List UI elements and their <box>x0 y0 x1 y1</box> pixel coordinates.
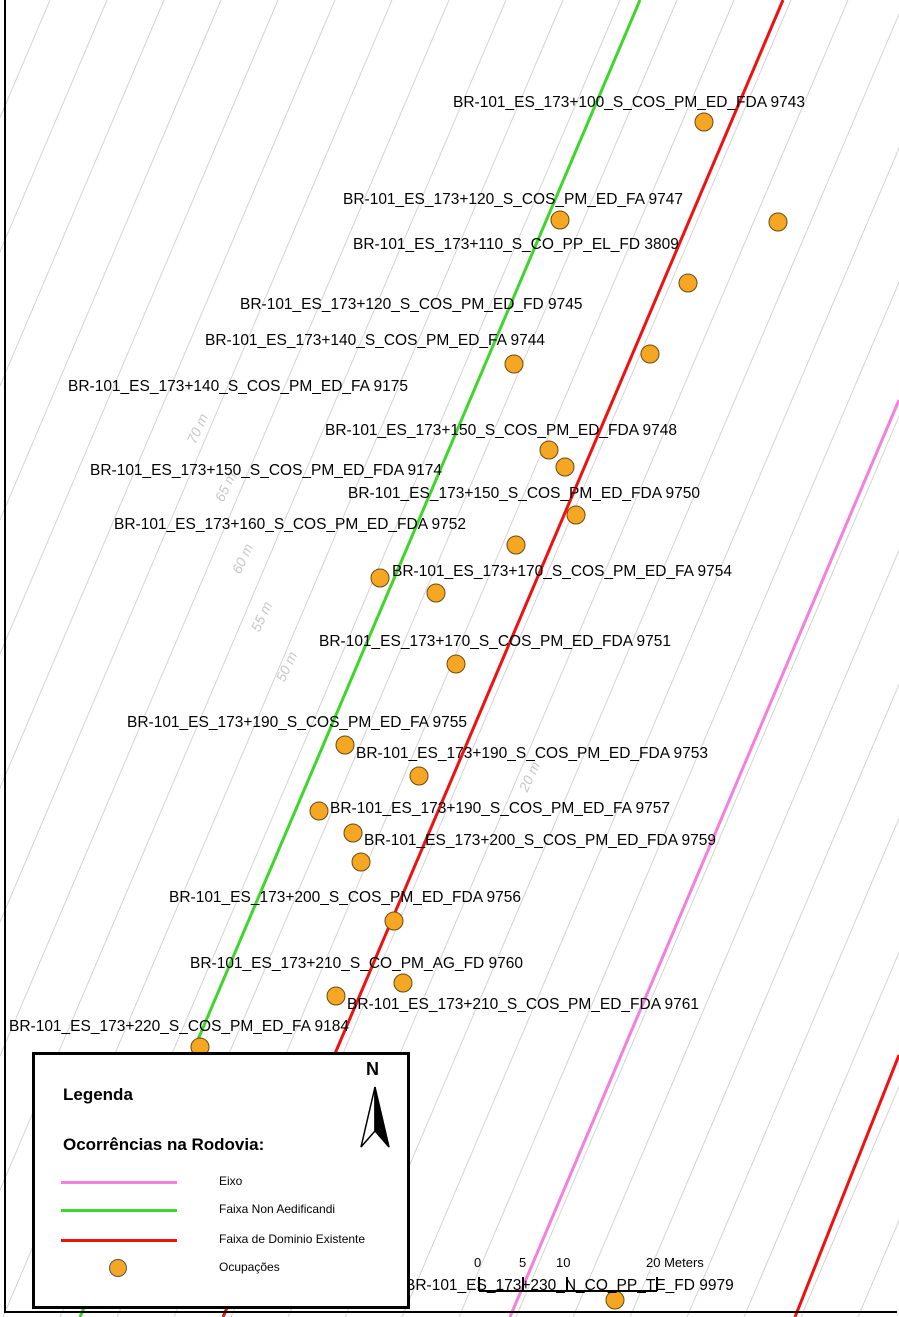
occupation-label: BR-101_ES_173+230_N_CO_PP_TE_FD 9979 <box>405 1277 734 1294</box>
occupation-label: BR-101_ES_173+140_S_COS_PM_ED_FA 9175 <box>68 378 408 395</box>
distance-gridline <box>572 549 899 1317</box>
occupation-point[interactable] <box>326 986 346 1006</box>
occupation-point[interactable] <box>678 273 698 293</box>
occupation-point[interactable] <box>409 766 429 786</box>
legend-swatch <box>61 1239 177 1242</box>
legend-item-faixa-non-aedificandi: Faixa Non Aedificandi <box>61 1200 401 1220</box>
distance-gridline <box>344 12 899 1317</box>
occupation-label: BR-101_ES_173+140_S_COS_PM_ED_FA 9744 <box>205 332 545 349</box>
scale-bar-graphic <box>478 1277 658 1292</box>
scale-tick-label: 20 Meters <box>646 1255 704 1270</box>
legend-item-label: Faixa de Dominio Existente <box>219 1232 366 1246</box>
occupation-label: BR-101_ES_173+170_S_COS_PM_ED_FA 9754 <box>392 563 732 580</box>
scale-tick-label: 10 <box>556 1255 571 1270</box>
distance-gridline <box>401 146 899 1317</box>
occupation-point[interactable] <box>335 735 355 755</box>
occupation-label: BR-101_ES_173+170_S_COS_PM_ED_FDA 9751 <box>319 633 671 650</box>
occupation-point[interactable] <box>555 457 575 477</box>
occupation-label: BR-101_ES_173+120_S_COS_PM_ED_FD 9745 <box>240 296 583 313</box>
occupation-point[interactable] <box>566 505 586 525</box>
eixo-line-right <box>793 1054 899 1317</box>
occupation-point[interactable] <box>309 801 329 821</box>
occupation-label: BR-101_ES_173+190_S_COS_PM_ED_FA 9757 <box>330 800 670 817</box>
distance-gridline <box>0 0 393 924</box>
occupation-point[interactable] <box>426 583 446 603</box>
occupation-point[interactable] <box>351 852 371 872</box>
legend-swatch <box>61 1181 177 1184</box>
distance-gridline <box>0 0 108 253</box>
occupation-label: BR-101_ES_173+210_S_CO_PM_AG_FD 9760 <box>190 955 524 972</box>
scale-tick-label: 5 <box>519 1255 527 1270</box>
distance-gridline <box>743 951 899 1317</box>
occupation-point[interactable] <box>694 112 714 132</box>
legend-dot-swatch <box>109 1259 127 1277</box>
legend-item-label: Ocupações <box>219 1260 280 1274</box>
occupation-point[interactable] <box>446 654 466 674</box>
distance-gridline <box>458 280 899 1317</box>
scale-tick-label: 0 <box>474 1255 482 1270</box>
legend-box: Legenda Ocorrências na Rodovia: Eixo Fai… <box>32 1052 410 1309</box>
occupation-point[interactable] <box>768 212 788 232</box>
occupation-label: BR-101_ES_173+150_S_COS_PM_ED_FDA 9174 <box>90 462 442 479</box>
distance-gridline <box>0 0 336 790</box>
occupation-label: BR-101_ES_173+110_S_CO_PP_EL_FD 3809 <box>353 236 679 253</box>
distance-gridline <box>0 0 165 387</box>
eixo-line <box>508 399 899 1317</box>
distance-gridline <box>686 817 899 1317</box>
distance-gridline <box>515 414 899 1317</box>
distance-gridline <box>0 0 279 656</box>
legend-swatch <box>61 1209 177 1212</box>
occupation-points <box>190 112 788 1310</box>
legend-title: Legenda <box>63 1085 133 1104</box>
distance-gridline <box>0 0 450 1058</box>
occupation-point[interactable] <box>343 823 363 843</box>
occupation-label: BR-101_ES_173+120_S_COS_PM_ED_FA 9747 <box>343 191 683 208</box>
north-label: N <box>366 1059 379 1079</box>
occupation-label: BR-101_ES_173+200_S_COS_PM_ED_FDA 9759 <box>364 832 716 849</box>
legend-item-label: Faixa Non Aedificandi <box>219 1202 336 1216</box>
distance-gridline <box>800 1085 899 1317</box>
occupation-point[interactable] <box>506 535 526 555</box>
occupation-point[interactable] <box>640 344 660 364</box>
occupation-label: BR-101_ES_173+100_S_COS_PM_ED_FDA 9743 <box>453 94 805 111</box>
map-frame <box>4 0 897 1313</box>
occupation-point[interactable] <box>370 568 390 588</box>
occupation-point[interactable] <box>384 911 404 931</box>
distance-gridline <box>629 683 899 1317</box>
north-arrow-icon <box>360 1086 390 1148</box>
legend-item-ocupacoes: Ocupações <box>61 1258 401 1278</box>
occupation-label: BR-101_ES_173+160_S_COS_PM_ED_FDA 9752 <box>114 516 466 533</box>
legend-item-label: Eixo <box>219 1174 243 1188</box>
occupation-label: BR-101_ES_173+190_S_COS_PM_ED_FDA 9753 <box>356 745 708 762</box>
legend-item-faixa-dominio: Faixa de Dominio Existente <box>61 1230 401 1250</box>
occupation-point[interactable] <box>539 440 559 460</box>
occupation-point[interactable] <box>393 973 413 993</box>
occupation-point[interactable] <box>550 210 570 230</box>
legend-subtitle: Ocorrências na Rodovia: <box>63 1135 265 1154</box>
legend-item-eixo: Eixo <box>61 1172 401 1192</box>
occupation-point[interactable] <box>504 354 524 374</box>
occupation-label: BR-101_ES_173+200_S_COS_PM_ED_FDA 9756 <box>169 889 521 906</box>
occupation-label: BR-101_ES_173+210_S_COS_PM_ED_FDA 9761 <box>347 996 699 1013</box>
occupation-label: BR-101_ES_173+150_S_COS_PM_ED_FDA 9748 <box>325 422 677 439</box>
occupation-label: BR-101_ES_173+220_S_COS_PM_ED_FA 9184 <box>9 1018 349 1035</box>
occupation-label: BR-101_ES_173+190_S_COS_PM_ED_FA 9755 <box>127 714 467 731</box>
occupation-label: BR-101_ES_173+150_S_COS_PM_ED_FDA 9750 <box>348 485 700 502</box>
distance-gridline <box>0 0 222 522</box>
